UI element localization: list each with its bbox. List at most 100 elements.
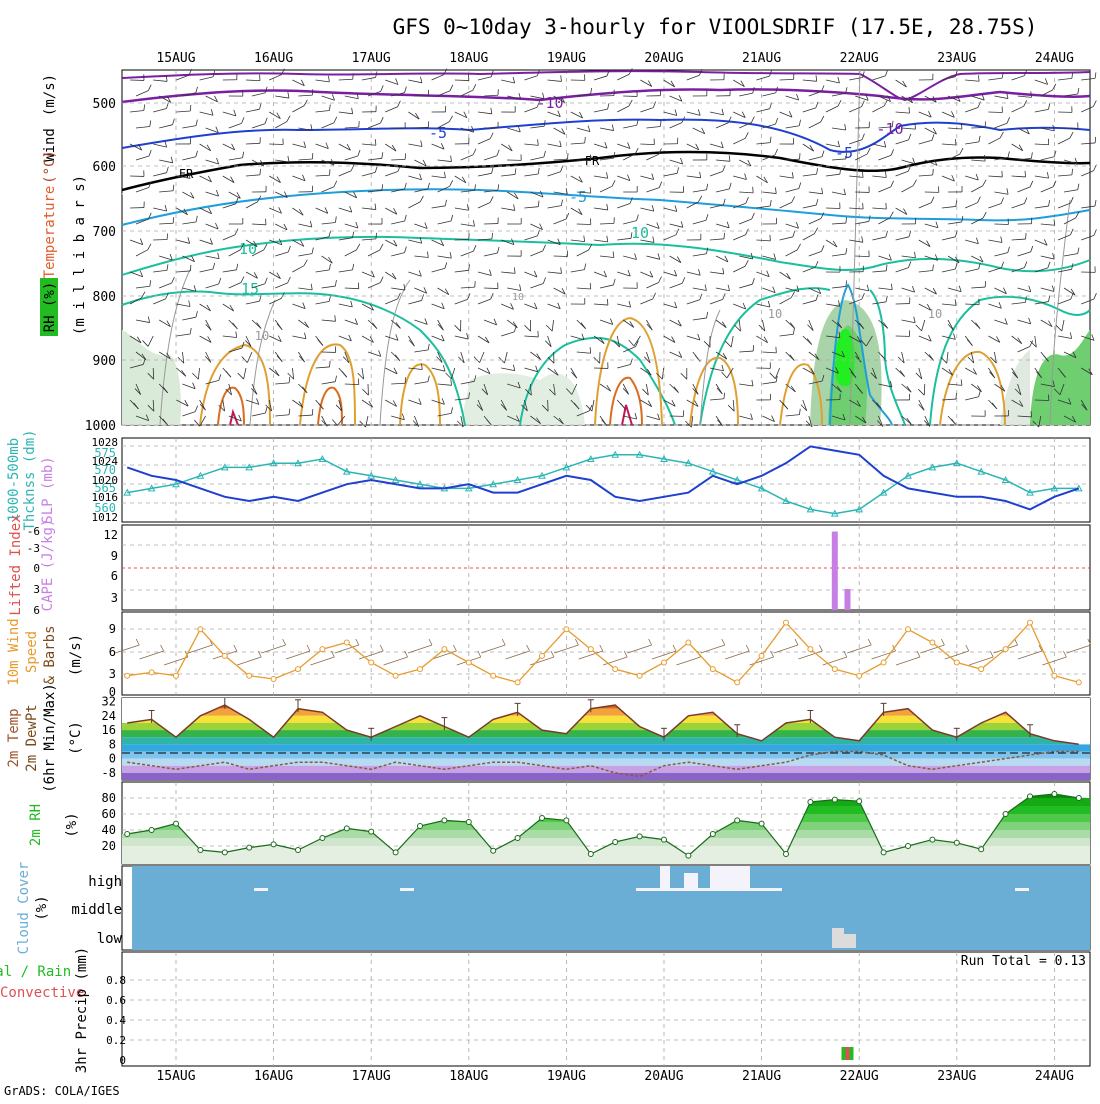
wind-barb (780, 272, 791, 279)
wind-barb-shaft (223, 235, 235, 240)
wind10-marker (515, 680, 520, 685)
wind-barb-flag (188, 237, 190, 243)
wind-barb (524, 139, 538, 145)
wind-barb (345, 192, 357, 198)
label-precip: 3hr Precip (mm) (74, 947, 90, 1073)
rh-tick: 40 (102, 823, 116, 837)
wind-barb-shaft (571, 143, 585, 144)
wind-barb (269, 272, 280, 279)
wind-barb-shaft (223, 304, 234, 311)
wind-barb-flag (351, 301, 353, 307)
temp-tick: 0 (109, 752, 116, 766)
wind-barb-shaft (594, 76, 607, 80)
rh-marker (1076, 796, 1081, 801)
date-label-top: 16AUG (254, 51, 293, 66)
wind-barb-flag (329, 264, 330, 270)
wind-barb-shaft (809, 122, 821, 128)
wind-barb-flag (1008, 247, 1010, 253)
wind-barb-flag (190, 105, 191, 111)
wind-barb-flag (675, 110, 677, 116)
label-thickness2: Thcknss (dm) (22, 429, 38, 530)
wind-barb-flag (659, 182, 661, 188)
wind-barb-flag (613, 251, 614, 257)
wind-barb-shaft (664, 272, 677, 276)
wind-barb-flag (1052, 285, 1054, 291)
wind-barb (872, 70, 887, 80)
wind-barb-shaft (554, 159, 568, 160)
wind-barb-flag (612, 180, 615, 186)
wind-barb (710, 268, 724, 274)
wind-barb-flag (1007, 188, 1008, 194)
wind-barb-shaft (803, 234, 815, 240)
wind-barb-flag (260, 103, 262, 109)
wind-barb (362, 336, 373, 342)
wind-barb (438, 288, 449, 295)
wind-barb (545, 336, 551, 347)
wind-barb-shaft (646, 256, 659, 259)
wind-barb (206, 278, 221, 288)
wind-barb (916, 320, 925, 331)
wind-barb-shaft (948, 288, 961, 292)
wind-barb-flag (356, 244, 359, 250)
wind-barb (617, 232, 632, 240)
wind-barb (269, 176, 280, 183)
wind-barb-shaft (1041, 256, 1054, 259)
wind10-barb-flag (649, 639, 652, 645)
wind-barb-shaft (292, 336, 306, 339)
wind-barb-flag (584, 236, 585, 242)
wind-barb-flag (398, 101, 401, 107)
wind-barb-flag (335, 315, 336, 321)
wind-barb-flag (380, 277, 383, 283)
wind-barb-shaft (176, 240, 189, 243)
wind-barb-shaft (269, 144, 283, 145)
date-label-bottom: 23AUG (937, 1069, 976, 1084)
wind-barb-flag (544, 120, 545, 126)
wind-barb (670, 117, 685, 128)
wind-barb-shaft (687, 176, 701, 178)
wind-barb-shaft (687, 300, 700, 304)
rh-marker (320, 836, 325, 841)
wind-barb (849, 101, 864, 112)
wind-barb (988, 236, 1002, 242)
wind10-barb-flag (917, 651, 920, 657)
wind-barb-flag (659, 276, 662, 282)
wind-barb-flag (497, 150, 499, 156)
wind-barb-shaft (832, 254, 846, 256)
wind-barb (192, 368, 199, 379)
wind-barb-flag (612, 125, 613, 131)
wind-barb (872, 100, 887, 112)
wind10-barb-flag (478, 651, 481, 657)
rh-band (122, 798, 1090, 806)
wind10-marker (759, 653, 764, 658)
wind-barb (507, 192, 518, 199)
wind-barb-flag (211, 109, 213, 115)
precip-tick: 0.2 (106, 1034, 126, 1047)
wind-barb-flag (445, 200, 446, 206)
wind-barb-shaft (159, 160, 173, 163)
wind-barb-flag (405, 247, 407, 253)
wind-barb-flag (455, 325, 461, 331)
wind-barb-shaft (988, 176, 1002, 177)
wind-barb-flag (375, 166, 377, 172)
wind-barb-shaft (971, 384, 981, 392)
wind-barb (577, 126, 590, 132)
wind-barb (455, 264, 470, 272)
wind-barb-shaft (571, 270, 585, 272)
wind-barb (971, 410, 985, 416)
wind-barb-flag (328, 76, 329, 82)
wind-barb (600, 125, 614, 131)
wind-barb-shaft (902, 256, 916, 258)
wind-barb-shaft (136, 91, 148, 96)
wind-barb-shaft (385, 144, 396, 151)
wind-barb (1030, 336, 1036, 347)
wind-barb (206, 253, 220, 259)
wind-barb (664, 302, 677, 308)
wind-barb (501, 326, 516, 336)
wind-barb-flag (514, 204, 515, 210)
wind-barb-flag (1025, 296, 1026, 302)
wind-barb-shaft (200, 240, 213, 244)
li-tick: -6 (27, 525, 40, 538)
wind-barb-shaft (246, 175, 260, 176)
date-label-bottom: 16AUG (254, 1069, 293, 1084)
